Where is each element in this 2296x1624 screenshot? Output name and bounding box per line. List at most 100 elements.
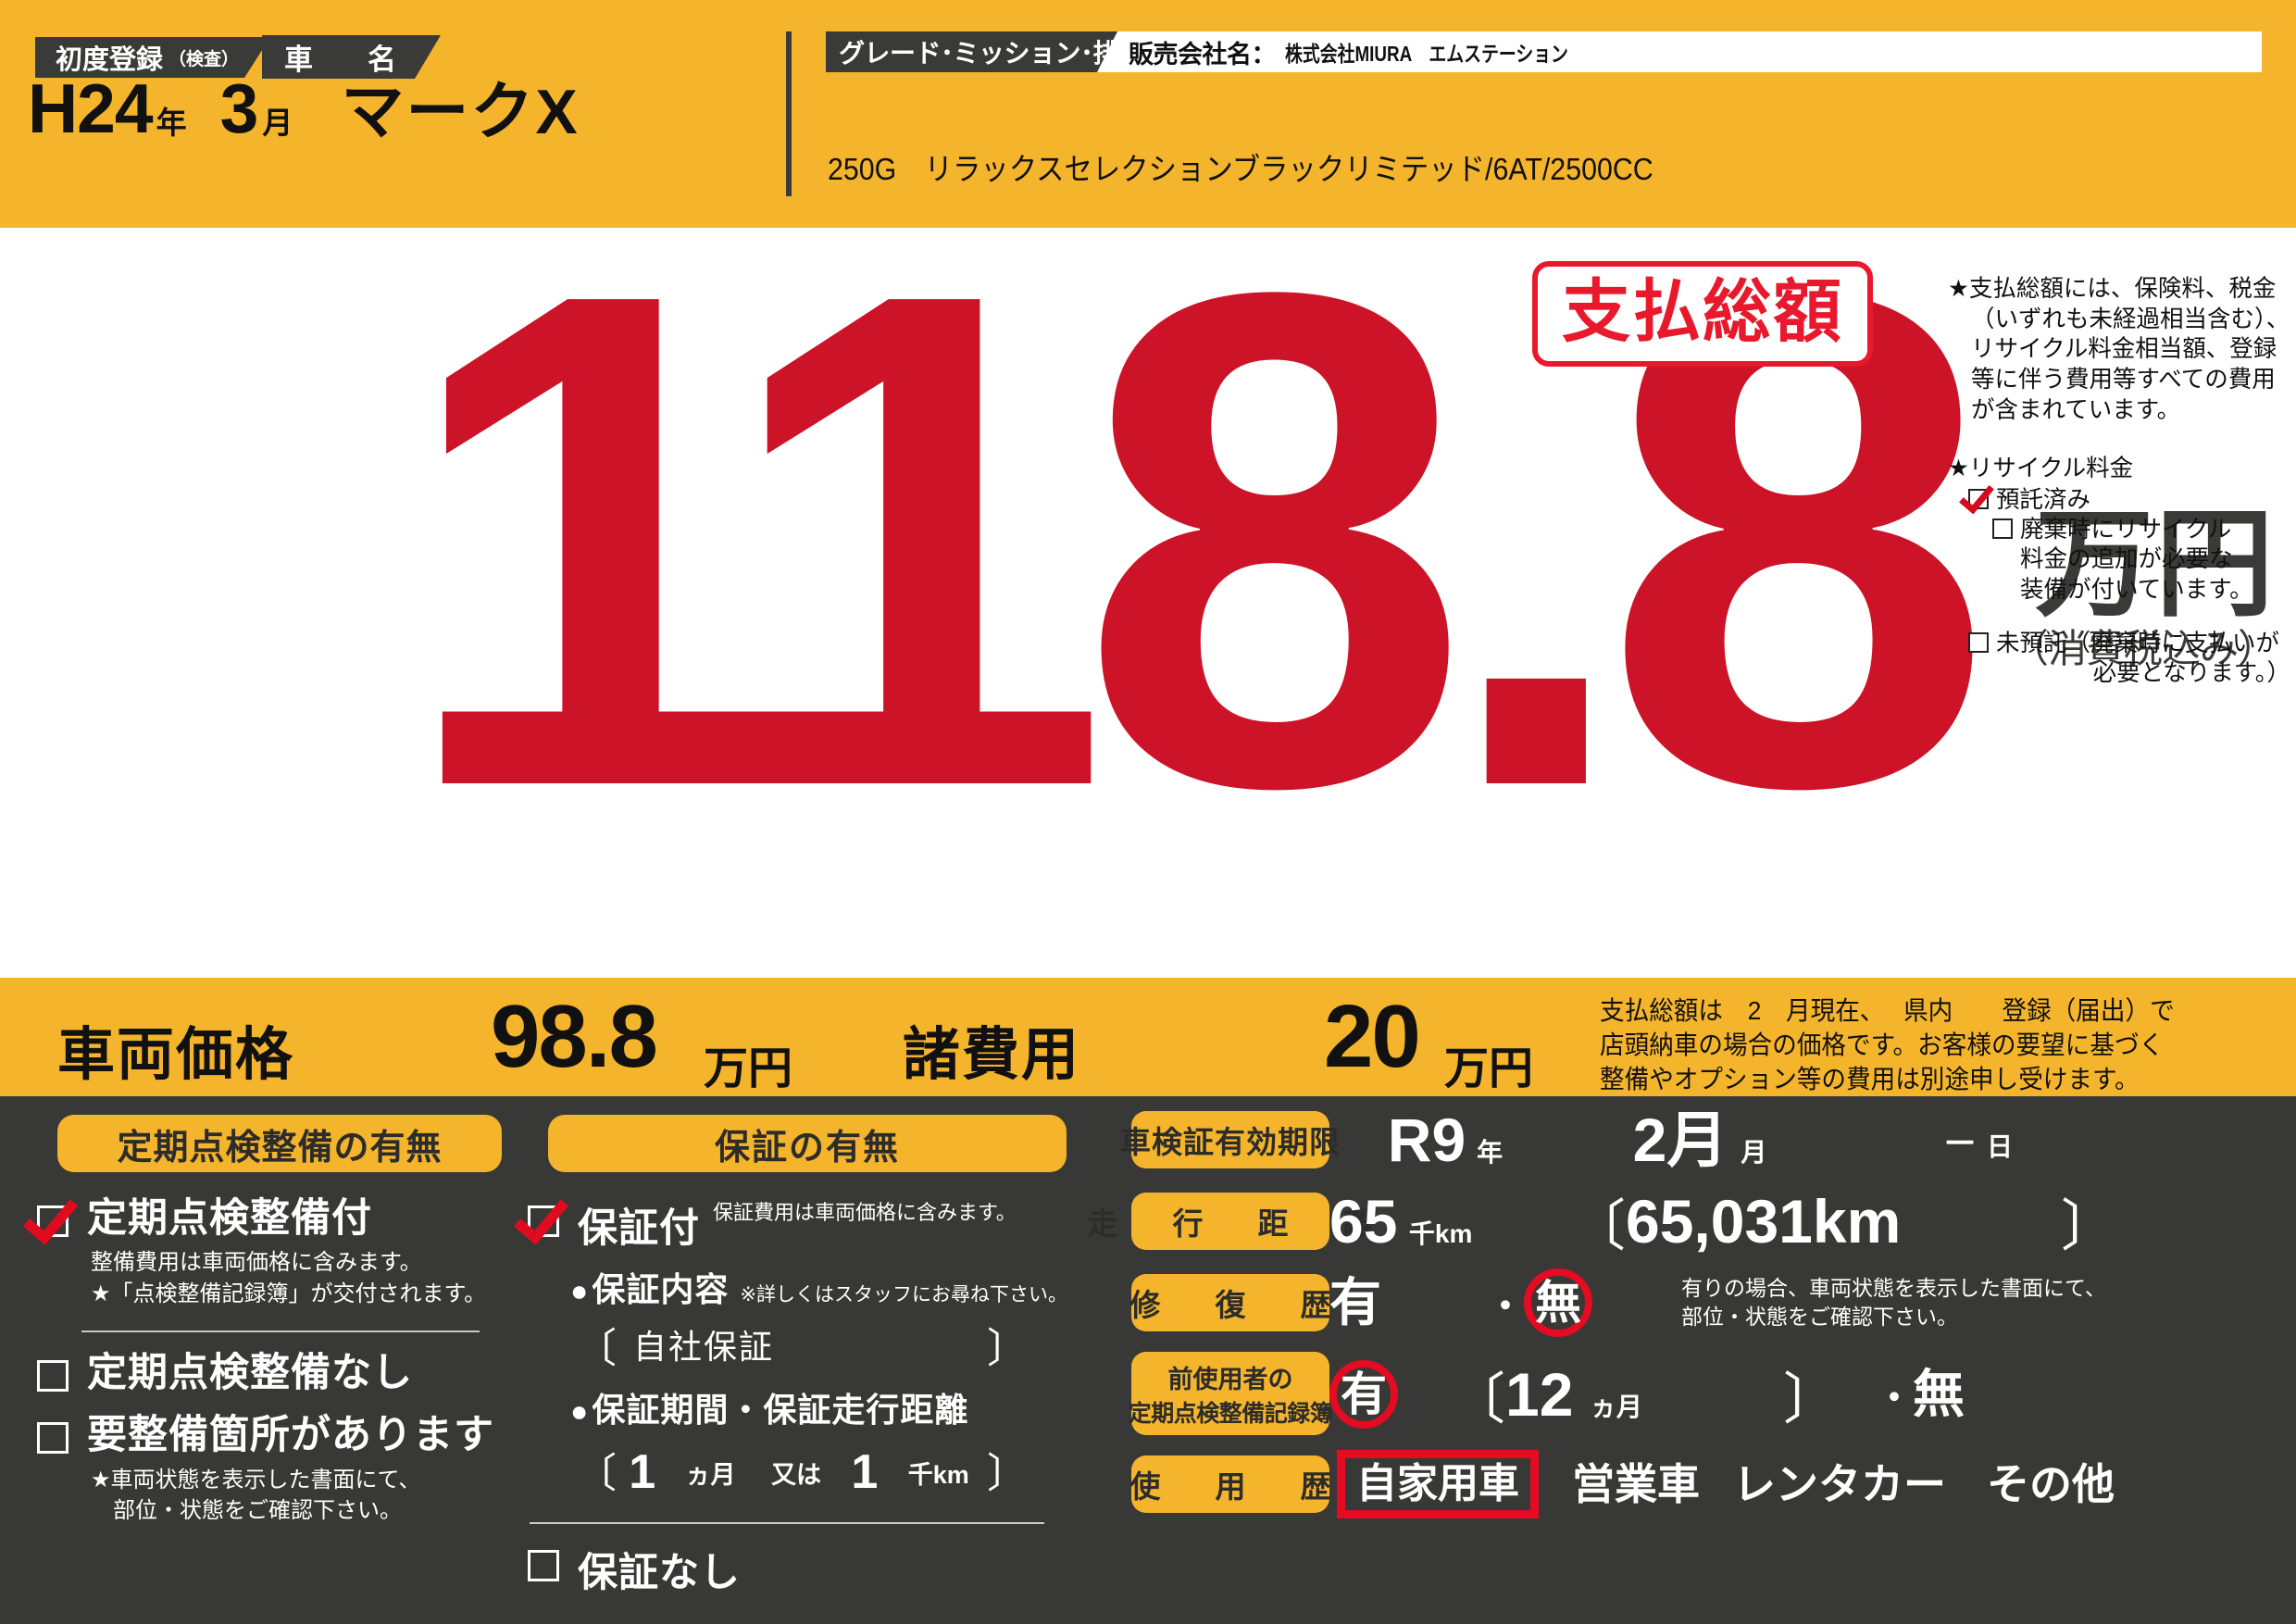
band-note-line-1: 支払総額は 2 月現在、 県内 登録（届出）で — [1600, 996, 2175, 1025]
maintenance-option-none-label: 定期点検整備なし — [87, 1350, 413, 1395]
separator-dot: ・ — [1487, 1286, 1524, 1327]
checkbox-checked-icon[interactable] — [528, 1206, 559, 1237]
mileage-thousand: 65 — [1329, 1187, 1398, 1255]
bracket-open-icon: 〔 — [1450, 1368, 1505, 1430]
total-amount-note-line-4: 等に伴う費用等すべての費用 — [1971, 366, 2276, 393]
previous-owner-record-months: 12 — [1505, 1360, 1574, 1429]
bracket-close-icon: 〕 — [987, 1326, 1028, 1371]
registration-year-value: H24 — [28, 69, 154, 147]
car-name-label-text: 車 名 — [284, 44, 409, 76]
total-amount-note-line-3: リサイクル料金相当額、登録 — [1971, 336, 2277, 363]
maintenance-option-included[interactable]: 定期点検整備付 — [37, 1196, 518, 1242]
repair-history-fine-line-1: 有りの場合、車両状態を表示した書面にて、 — [1681, 1275, 2106, 1300]
checkbox-empty-icon[interactable] — [37, 1359, 69, 1392]
checkbox-checked-icon[interactable] — [1968, 489, 1989, 510]
seller-name: 株式会社MIURA エムステーション — [1285, 42, 1568, 66]
checkbox-empty-icon[interactable] — [37, 1422, 69, 1455]
maintenance-option-none[interactable]: 定期点検整備なし — [37, 1351, 518, 1396]
inspection-expiry-values: R9 年 2月 月 － 日 — [1131, 1104, 2296, 1176]
previous-owner-record-no[interactable]: 無 — [1913, 1365, 1965, 1423]
maintenance-option-needs-repair-label: 要整備箇所があります — [87, 1413, 494, 1458]
registration-month-value: 3 — [219, 69, 259, 147]
previous-owner-record-label-line-1: 前使用者の — [1167, 1365, 1293, 1393]
warranty-content-row: ● 保証内容 ※詳しくはスタッフにお尋ね下さい。 — [528, 1263, 1083, 1311]
warranty-period-row: ● 保証期間・保証走行距離 — [528, 1383, 1083, 1431]
mileage-thousand-unit: 千km — [1408, 1219, 1473, 1248]
maintenance-options: 定期点検整備付 整備費用は車両価格に含みます。 ★「点検整備記録簿」が交付されま… — [37, 1196, 518, 1527]
total-amount-note-line-1: ★支払総額には、保険料、税金 — [1948, 276, 2277, 302]
maintenance-option-needs-repair[interactable]: 要整備箇所があります — [37, 1413, 518, 1458]
needs-repair-sub-line-1: ★車両状態を表示した書面にて、 — [91, 1467, 421, 1493]
previous-owner-record-yes-selected[interactable]: 有 — [1329, 1360, 1398, 1429]
warranty-option-included-label: 保証付 — [578, 1206, 700, 1251]
car-name-value: マークX — [341, 77, 580, 147]
registration-date-label: 初度登録 （検査） — [35, 37, 270, 78]
inspection-expiry-year: R9 — [1387, 1106, 1466, 1174]
total-amount-note-line-2: （いずれも未経過相当含む）、 — [1971, 306, 2290, 332]
total-amount-badge: 支払総額 — [1532, 261, 1873, 367]
currency-unit-group: 万円 （消費税込み） — [2009, 498, 2277, 670]
recycle-option-additional-line-2: 料金の追加が必要な — [2020, 546, 2233, 573]
vehicle-details-column: 車検証有効期限 R9 年 2月 月 － 日 走 行 距 離 — [1088, 1096, 2296, 1624]
maintenance-sub-line-2: ★「点検整備記録簿」が交付されます。 — [91, 1281, 487, 1307]
separator-dot: ・ — [1876, 1378, 1913, 1418]
warranty-content-value: 自社保証 — [633, 1328, 775, 1366]
warranty-period-months: 1 — [629, 1445, 656, 1499]
repair-history-label: 修 復 歴 — [1130, 1274, 1331, 1331]
bracket-close-icon: 〕 — [1783, 1368, 1839, 1430]
band-note: 支払総額は 2 月現在、 県内 登録（届出）で 店頭納車の場合の価格です。お客様… — [1600, 994, 2251, 1097]
seller-strip: 販売会社名： 株式会社MIURA エムステーション — [1097, 31, 2262, 72]
recycle-option-additional[interactable]: 廃棄時にリサイクル 料金の追加が必要な 装備が付いています。 — [1948, 515, 2290, 604]
checkbox-empty-icon[interactable] — [528, 1550, 559, 1581]
registration-and-name-row: H24 年 3 月 マークX — [28, 74, 580, 144]
inspection-expiry-month-unit: 月 — [1741, 1138, 1767, 1167]
previous-owner-record-values: 有 〔 12 ヵ月 〕 ・ 無 — [1131, 1352, 2296, 1437]
inspection-expiry-year-unit: 年 — [1477, 1138, 1504, 1167]
usage-history-option-commercial[interactable]: 営業車 — [1572, 1460, 1700, 1508]
registration-year-unit: 年 — [156, 106, 187, 140]
registration-month-unit: 月 — [262, 106, 293, 140]
repair-history-values: 有 ・ 無 有りの場合、車両状態を表示した書面にて、 部位・状態をご確認下さい。 — [1131, 1267, 2296, 1339]
recycle-option-not-deposited-label: 未預託（廃棄時に支払いが 必要となります。） — [1996, 629, 2290, 688]
recycle-option-deposited-label: 預託済み — [1996, 487, 2091, 514]
usage-history-option-private-selected[interactable]: 自家用車 — [1337, 1449, 1539, 1519]
checkbox-empty-icon[interactable] — [1968, 631, 1989, 653]
recycle-option-deposited[interactable]: 預託済み — [1948, 485, 2290, 515]
total-amount-note: ★支払総額には、保険料、税金 （いずれも未経過相当含む）、 リサイクル料金相当額… — [1948, 274, 2290, 425]
header-divider — [786, 31, 792, 196]
bracket-open-icon: 〔 — [1570, 1194, 1626, 1257]
usage-history-option-other[interactable]: その他 — [1987, 1460, 2115, 1508]
warranty-content-fine: ※詳しくはスタッフにお尋ね下さい。 — [740, 1284, 1067, 1305]
warranty-option-included[interactable]: 保証付 保証費用は車両価格に含みます。 — [528, 1196, 1083, 1254]
recycle-option-not-deposited-line-2: 必要となります。） — [2092, 659, 2290, 686]
side-notes: ★支払総額には、保険料、税金 （いずれも未経過相当含む）、 リサイクル料金相当額… — [1948, 274, 2290, 688]
bracket-open-icon: 〔 — [576, 1451, 617, 1496]
warranty-period-values: 1 ヵ月 又は 1 千km — [617, 1444, 987, 1500]
maintenance-option-needs-repair-sub: ★車両状態を表示した書面にて、 部位・状態をご確認下さい。 — [37, 1465, 518, 1527]
tax-included-note: （消費税込み） — [2009, 627, 2277, 670]
previous-owner-record-label-line-2: 定期点検整備記録簿 — [1128, 1400, 1333, 1427]
checkbox-checked-icon[interactable] — [37, 1206, 69, 1237]
repair-history-yes[interactable]: 有 — [1329, 1273, 1381, 1331]
vehicle-price-label: 車両価格 — [57, 1023, 295, 1087]
usage-history-option-rental[interactable]: レンタカー — [1733, 1460, 1946, 1508]
warranty-period-months-unit: ヵ月 — [685, 1460, 736, 1489]
recycle-option-not-deposited[interactable]: 未預託（廃棄時に支払いが 必要となります。） — [1948, 629, 2290, 688]
vehicle-price-unit: 万円 — [704, 1044, 793, 1093]
mileage-values: 65 千km 〔 65,031km 〕 — [1131, 1185, 2296, 1257]
mileage-label: 走 行 距 離 — [1088, 1193, 1374, 1250]
usage-history-label: 使 用 歴 — [1130, 1455, 1331, 1513]
warranty-option-included-fine: 保証費用は車両価格に含みます。 — [713, 1201, 1017, 1224]
warranty-option-none-label: 保証なし — [578, 1551, 741, 1595]
divider — [530, 1522, 1044, 1524]
maintenance-option-included-label: 定期点検整備付 — [87, 1196, 372, 1241]
warranty-option-none[interactable]: 保証なし — [528, 1541, 1083, 1598]
currency-unit-manen: 万円 — [2034, 498, 2276, 631]
warranty-options: 保証付 保証費用は車両価格に含みます。 ● 保証内容 ※詳しくはスタッフにお尋ね… — [528, 1196, 1083, 1604]
recycle-option-not-deposited-line-1: 未預託（廃棄時に支払いが — [1996, 630, 2280, 656]
checkbox-empty-icon[interactable] — [1992, 518, 2013, 540]
header-band: 初度登録 （検査） 車 名 H24 年 3 月 マークX グレード･ミッション･… — [0, 0, 2296, 228]
repair-history-no-selected[interactable]: 無 — [1524, 1268, 1592, 1337]
previous-owner-record-months-unit: ヵ月 — [1590, 1393, 1642, 1421]
maintenance-sub-line-1: 整備費用は車両価格に含みます。 — [91, 1250, 422, 1276]
